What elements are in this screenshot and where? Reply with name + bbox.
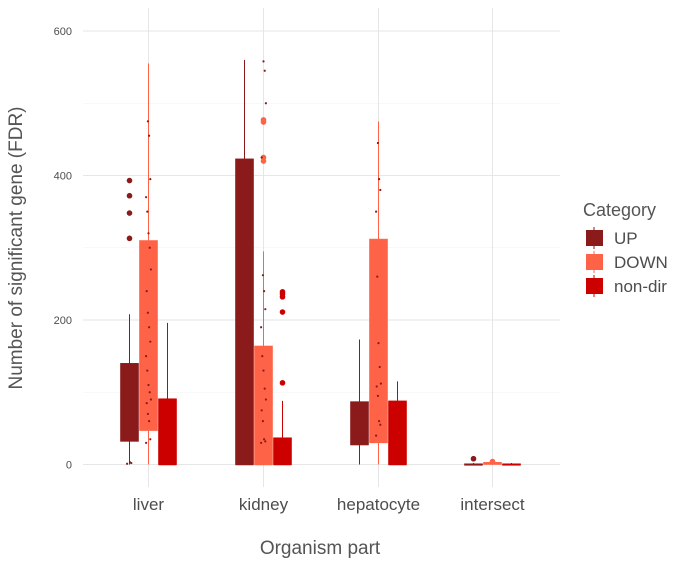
legend: Category UP DOWN non-dir	[583, 200, 668, 297]
outlier-point	[126, 235, 133, 242]
box-non-dir	[158, 398, 177, 465]
box-non-dir	[388, 400, 407, 465]
overlay-point	[264, 440, 267, 443]
overlay-point	[378, 178, 381, 181]
x-tick-label: intersect	[460, 495, 525, 514]
overlay-point	[375, 210, 378, 213]
overlay-point	[375, 385, 378, 388]
overlay-point	[260, 156, 263, 159]
overlay-point	[263, 387, 266, 390]
overlay-point	[148, 326, 151, 329]
overlay-point	[146, 210, 149, 213]
legend-label: non-dir	[614, 277, 667, 296]
outlier-point	[279, 380, 286, 386]
outlier-point	[126, 177, 133, 184]
y-axis-title: Number of significant gene (FDR)	[6, 107, 27, 390]
outlier-point	[470, 455, 477, 462]
overlay-point	[264, 398, 267, 401]
overlay-point	[129, 461, 132, 464]
overlay-points-layer	[126, 60, 382, 465]
overlay-point	[376, 275, 379, 278]
overlay-point	[145, 196, 148, 199]
overlay-point	[146, 311, 149, 314]
overlay-point	[149, 268, 152, 271]
outlier-point	[279, 289, 286, 295]
x-tick-label: liver	[133, 495, 165, 514]
overlay-point	[263, 438, 266, 441]
overlay-point	[377, 342, 380, 345]
overlay-point	[261, 420, 264, 423]
legend-title: Category	[583, 200, 656, 220]
legend-label: UP	[614, 229, 638, 248]
y-tick-label: 0	[66, 460, 72, 472]
overlay-point	[126, 462, 129, 465]
box-non-dir	[273, 437, 292, 465]
overlay-point	[378, 365, 381, 369]
overlay-point	[260, 441, 263, 444]
box-series-layer	[120, 59, 521, 466]
axis-layer: 0 200 400 600 liver kidney hepatocyte intersect	[54, 26, 525, 514]
outlier-point	[126, 210, 133, 216]
y-tick-label: 400	[54, 171, 72, 183]
legend-key-non-dir	[586, 278, 603, 294]
outlier-point	[279, 309, 286, 315]
overlay-point	[145, 355, 148, 358]
overlay-point	[263, 69, 266, 72]
outlier-point	[489, 458, 496, 465]
overlay-point	[263, 290, 266, 293]
overlay-point	[260, 409, 263, 412]
overlay-point	[148, 246, 151, 249]
overlay-point	[262, 369, 265, 372]
overlay-point	[260, 326, 263, 329]
overlay-point	[376, 394, 379, 397]
box-up	[120, 363, 139, 442]
overlay-point	[261, 355, 264, 358]
overlay-point	[148, 391, 151, 394]
overlay-point	[379, 188, 382, 192]
overlay-point	[147, 232, 150, 235]
overlay-point	[378, 420, 381, 423]
legend-key-up	[586, 230, 603, 246]
overlay-point	[145, 290, 148, 293]
overlay-point	[376, 141, 379, 145]
overlay-point	[148, 134, 151, 137]
overlay-point	[145, 441, 148, 444]
overlay-point	[261, 274, 264, 277]
overlay-point	[146, 120, 149, 123]
outlier-point	[260, 154, 267, 161]
y-tick-label: 600	[54, 26, 72, 38]
overlay-point	[146, 412, 149, 416]
overlay-point	[375, 434, 378, 437]
box-up	[350, 401, 369, 446]
overlay-point	[149, 340, 152, 343]
box-down	[139, 240, 158, 431]
box-down	[254, 345, 273, 465]
x-tick-label: kidney	[239, 495, 289, 514]
overlay-point	[145, 401, 148, 405]
overlay-point	[264, 102, 267, 105]
box-down	[369, 238, 388, 444]
overlay-point	[379, 423, 382, 426]
legend-label: DOWN	[614, 253, 668, 272]
x-axis-title: Organism part	[260, 538, 381, 559]
legend-key-down	[586, 254, 603, 270]
x-tick-label: hepatocyte	[337, 495, 420, 514]
outlier-point	[260, 117, 267, 123]
overlay-point	[264, 308, 267, 311]
overlay-point	[147, 383, 150, 387]
overlay-point	[149, 398, 152, 401]
overlay-point	[148, 420, 151, 423]
overlay-point	[149, 438, 152, 441]
box-up	[235, 158, 254, 465]
outlier-point	[126, 192, 133, 199]
y-tick-label: 200	[54, 315, 72, 327]
overlay-point	[262, 60, 265, 63]
overlay-point	[149, 178, 152, 181]
overlay-point	[379, 382, 382, 385]
overlay-point	[146, 369, 149, 372]
